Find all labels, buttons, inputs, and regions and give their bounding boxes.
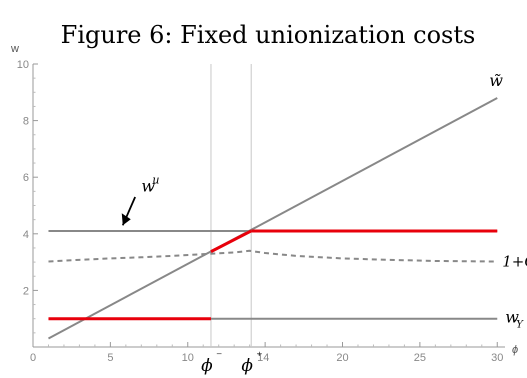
- label-one-plus-c-over-l: 1+C / l: [502, 253, 527, 271]
- axes: 2 4 6 8 10 0 5 10 20 25 30 w ϕ: [10, 43, 518, 364]
- x-tick-label: 20: [336, 352, 348, 364]
- x-tick-label: 25: [414, 352, 426, 364]
- label-w-u-superscript: u: [152, 173, 159, 186]
- x-axis-label: ϕ: [512, 344, 518, 356]
- highlight-segment-5: [210, 229, 252, 253]
- arrow-head: [121, 213, 131, 226]
- phi-symbol: ϕ: [241, 356, 253, 376]
- phi-minus-label: ϕ ⁻: [201, 349, 222, 376]
- phi-superscript: ⁻: [216, 349, 222, 363]
- x-tick-label: 10: [182, 352, 194, 364]
- y-tick-label: 10: [17, 59, 29, 71]
- series-3: [48, 249, 498, 263]
- x-tick-label: 0: [30, 352, 36, 364]
- label-w-u: w: [141, 176, 155, 195]
- vertical-reference-lines: 14ϕ ⁻ ϕ ⁺: [201, 64, 269, 376]
- chart-title: Figure 6: Fixed unionization costs: [61, 21, 476, 49]
- x-tick-label: 5: [107, 352, 113, 364]
- phi-plus-label: ϕ ⁺: [241, 349, 262, 376]
- y-tick-label: 8: [23, 116, 29, 128]
- annotations: w̃wu1+C / lwY: [121, 71, 527, 331]
- series-0: [48, 97, 498, 340]
- label-w-y: w: [505, 308, 519, 327]
- y-tick-label: 4: [23, 229, 29, 241]
- y-tick-label: 2: [23, 285, 29, 297]
- series-group: [48, 97, 498, 340]
- phi-symbol: ϕ: [201, 356, 213, 376]
- x-tick-label-fragment: 14: [257, 352, 269, 364]
- y-tick-label: 6: [23, 172, 29, 184]
- y-axis-label: w: [10, 43, 19, 55]
- label-w-y-subscript: Y: [516, 320, 524, 331]
- label-w-tilde: w̃: [489, 71, 503, 90]
- phi-superscript: ⁺: [256, 349, 262, 363]
- x-tick-label: 30: [491, 352, 503, 364]
